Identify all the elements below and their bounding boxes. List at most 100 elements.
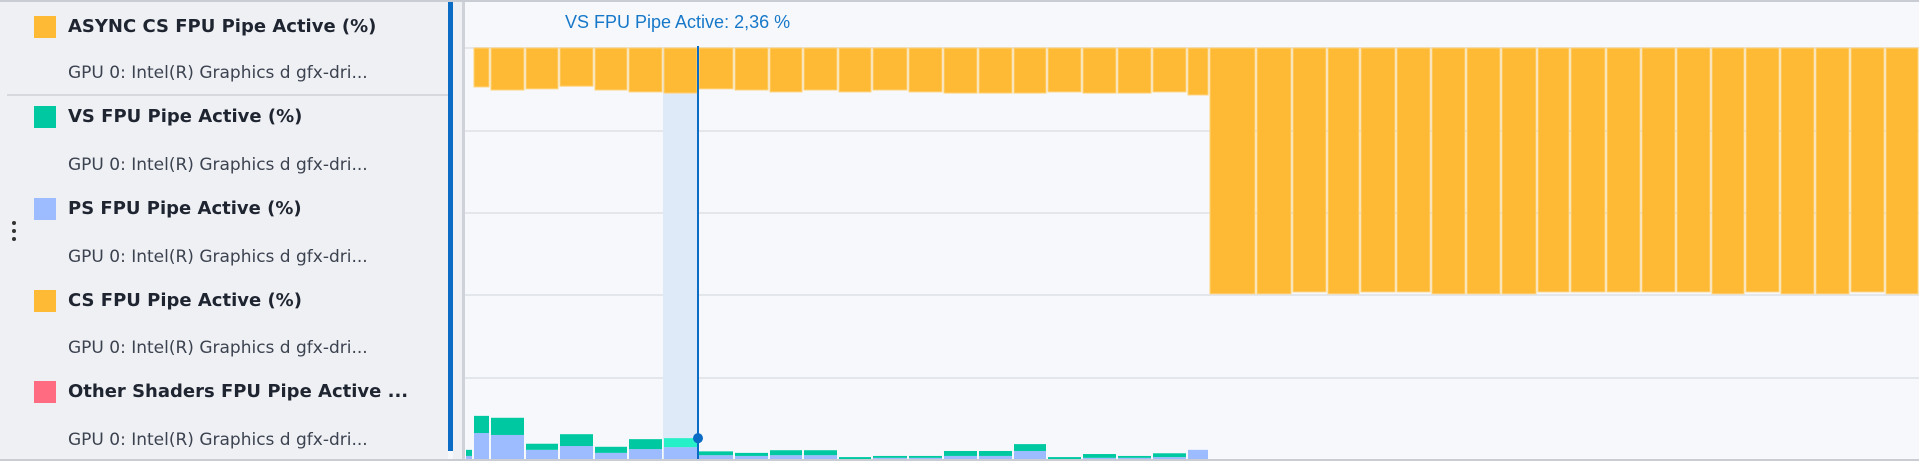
vs-bar-16[interactable] [979,450,1012,456]
legend-divider [7,94,448,96]
legend-title-vs[interactable]: VS FPU Pipe Active (%) [68,106,303,127]
cs-bar-2[interactable] [490,47,525,91]
bottom-border [0,459,1919,461]
vs-bar-6[interactable] [629,439,662,450]
cs-bar-7[interactable] [663,47,698,94]
cs-bar-26[interactable] [1327,47,1360,295]
ps-bar-13[interactable] [873,457,907,459]
cursor-highlight [663,48,698,459]
cs-bar-30[interactable] [1466,47,1501,295]
vs-bar-15[interactable] [944,450,977,456]
fpu-pipe-chart[interactable] [465,2,1919,461]
legend-title-async-cs[interactable]: ASYNC CS FPU Pipe Active (%) [68,16,377,37]
vs-bar-3[interactable] [526,443,558,450]
ps-bar-9[interactable] [735,455,768,459]
panel-splitter[interactable] [453,2,465,461]
vs-bar-7[interactable] [664,438,697,448]
cursor-tooltip: VS FPU Pipe Active: 2,36 % [565,12,791,32]
cs-bar-21[interactable] [1152,47,1187,93]
cs-bar-12[interactable] [838,47,872,93]
cs-bar-36[interactable] [1676,47,1711,293]
cs-bar-39[interactable] [1780,47,1815,295]
legend-title-other-shaders[interactable]: Other Shaders FPU Pipe Active ... [68,381,409,402]
vs-bar-10[interactable] [770,450,802,456]
ps-bar-17[interactable] [1014,450,1046,459]
cs-bar-17[interactable] [1013,47,1047,94]
cs-bar-38[interactable] [1745,47,1780,293]
ps-bar-11[interactable] [804,455,837,459]
vs-bar-0[interactable] [466,449,472,456]
cursor-point[interactable] [693,433,703,444]
cs-bar-41[interactable] [1850,47,1885,293]
vs-bar-13[interactable] [873,455,907,458]
cs-bar-24[interactable] [1256,47,1292,295]
cs-bar-10[interactable] [769,47,803,93]
ps-bar-15[interactable] [944,455,977,459]
cs-bar-29[interactable] [1431,47,1466,295]
cs-bar-3[interactable] [525,47,559,90]
cs-bar-28[interactable] [1396,47,1431,293]
cs-bar-5[interactable] [594,47,628,91]
vs-bar-2[interactable] [491,417,524,435]
legend-title-cs[interactable]: CS FPU Pipe Active (%) [68,290,302,311]
cs-bar-14[interactable] [908,47,943,93]
cs-bar-20[interactable] [1117,47,1152,94]
cs-bar-18[interactable] [1047,47,1082,93]
ps-bar-3[interactable] [526,449,558,459]
vertical-ellipsis-icon[interactable] [12,221,18,247]
legend-swatch-cs [34,290,56,312]
cs-bar-1[interactable] [473,47,490,88]
vs-bar-11[interactable] [804,450,837,456]
vs-bar-19[interactable] [1083,454,1116,458]
ps-bar-8[interactable] [699,455,733,459]
ps-bar-14[interactable] [909,457,942,459]
cs-bar-34[interactable] [1606,47,1641,293]
cs-bar-22[interactable] [1187,47,1209,96]
cs-bar-25[interactable] [1292,47,1327,293]
cs-bar-6[interactable] [628,47,663,93]
vs-bar-8[interactable] [699,451,733,456]
vs-bar-4[interactable] [560,434,593,447]
legend-title-ps[interactable]: PS FPU Pipe Active (%) [68,198,302,219]
cs-bar-37[interactable] [1711,47,1745,295]
vs-bar-20[interactable] [1118,455,1151,458]
cs-bar-42[interactable] [1885,47,1919,295]
ps-bar-20[interactable] [1118,457,1151,459]
cs-bar-19[interactable] [1082,47,1117,94]
vs-bar-1[interactable] [474,415,489,434]
cs-bar-40[interactable] [1815,47,1850,295]
cs-bar-8[interactable] [698,47,734,90]
ps-bar-10[interactable] [770,455,802,459]
vs-bar-5[interactable] [595,446,627,453]
cs-bar-27[interactable] [1360,47,1396,293]
cs-bar-33[interactable] [1570,47,1606,293]
ps-bar-22[interactable] [1188,449,1208,459]
ps-bar-21[interactable] [1153,457,1186,459]
cs-bar-31[interactable] [1501,47,1537,295]
ps-bar-4[interactable] [560,446,593,459]
ps-bar-16[interactable] [979,455,1012,459]
cs-bar-11[interactable] [803,47,838,91]
cs-bar-15[interactable] [943,47,978,94]
cs-bar-23[interactable] [1209,47,1256,295]
ps-bar-5[interactable] [595,452,627,459]
ps-bar-0[interactable] [466,455,472,459]
cs-bar-13[interactable] [872,47,908,91]
cs-bar-4[interactable] [559,47,594,87]
cs-bar-9[interactable] [734,47,769,91]
ps-bar-2[interactable] [491,434,524,459]
vs-bar-14[interactable] [909,455,942,458]
vs-bar-17[interactable] [1014,444,1046,451]
ps-bar-19[interactable] [1083,457,1116,459]
cs-bar-35[interactable] [1641,47,1676,293]
ps-bar-7[interactable] [664,447,697,459]
ps-bar-1[interactable] [474,433,489,459]
legend-subtitle-ps: GPU 0: Intel(R) Graphics d gfx-dri... [68,247,368,267]
vs-bar-21[interactable] [1153,453,1186,458]
vs-bar-9[interactable] [735,452,768,456]
cs-bar-16[interactable] [978,47,1013,94]
cs-bar-32[interactable] [1537,47,1570,293]
ps-bar-6[interactable] [629,449,662,459]
vs-bar-18[interactable] [1048,457,1081,459]
vs-bar-12[interactable] [839,457,871,459]
